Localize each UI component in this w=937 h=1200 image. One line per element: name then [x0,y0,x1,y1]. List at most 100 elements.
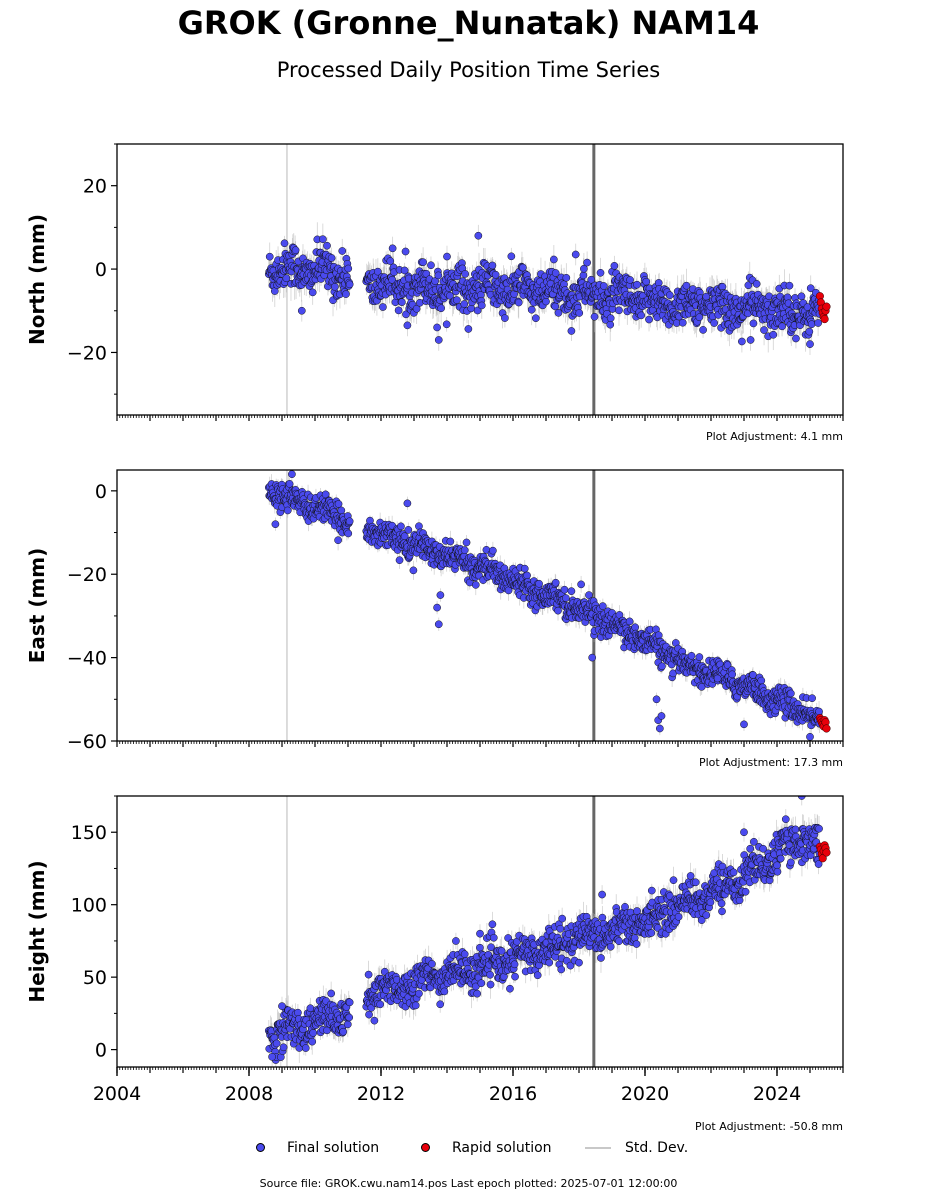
final-solution-point [434,336,443,344]
final-solution-point [460,546,469,554]
final-solution-point [434,620,443,629]
final-solution-point [699,326,707,334]
final-solution-point [551,269,560,277]
final-solution-point [283,506,292,515]
final-solution-point [462,538,471,547]
final-solution-point [477,301,486,310]
final-solution-point [280,239,289,248]
final-solution-point [752,280,761,288]
y-tick-label: −20 [67,342,107,364]
final-solution-point [633,280,641,289]
final-solution-point [473,306,482,315]
final-solution-point [403,499,412,508]
final-solution-point [542,297,550,306]
final-solution-point [464,325,473,333]
final-solution-point [728,670,737,679]
final-solution-point [760,326,768,334]
final-solution-point [806,732,814,741]
final-solution-point [271,520,280,529]
final-solution-point [514,298,523,307]
final-solution-point [778,322,786,331]
final-solution-point [815,707,823,716]
final-solution-point [331,282,339,291]
plot-area [264,144,831,415]
final-solution-point [461,270,469,278]
final-solution-points [264,470,824,741]
final-solution-point [345,280,354,289]
final-solution-point [749,319,758,328]
final-solution-point [807,320,816,329]
final-solution-point [599,282,608,290]
final-solution-point [637,311,646,320]
final-solution-point [814,319,822,327]
final-solution-point [297,306,306,315]
final-solution-point [531,314,540,323]
final-solution-point [744,281,753,290]
final-solution-point [590,312,599,321]
final-solution-point [785,281,794,290]
plot-area [264,470,831,741]
final-solution-point [442,320,451,329]
final-solution-point [285,480,294,488]
final-solution-point [327,254,336,262]
final-solution-point [344,529,353,538]
final-solution-point [288,470,296,479]
final-solution-point [665,291,674,300]
final-solution-point [443,252,451,261]
final-solution-point [678,318,687,327]
final-solution-point [645,315,653,324]
page-title: GROK (Gronne_Nunatak) NAM14 [177,4,760,42]
y-tick-label: 20 [83,176,107,198]
final-solution-point [321,490,330,499]
final-solution-point [395,556,404,565]
final-solution-point [562,594,570,602]
rapid-solution-points [815,714,831,733]
final-solution-point [501,314,509,322]
final-solution-point [658,662,666,671]
final-solution-point [489,546,497,555]
rapid-solution-point [820,315,829,324]
final-solution-point [523,571,531,580]
final-solution-point [427,261,435,270]
final-solution-point [338,247,347,255]
final-solution-point [471,581,480,589]
final-solution-point [436,591,445,599]
final-solution-point [446,291,454,300]
final-solution-point [319,235,327,244]
final-solution-point [598,602,607,610]
y-tick-label: 0 [95,481,107,503]
final-solution-point [400,532,409,541]
final-solution-point [642,277,651,286]
y-axis-label: North (mm) [25,214,49,345]
final-solution-point [409,566,418,575]
final-solution-point [806,284,815,293]
final-solution-point [713,674,722,683]
final-solution-point [452,296,461,304]
y-tick-label: −60 [67,731,107,753]
final-solution-point [695,653,704,661]
final-solution-points [264,231,824,348]
final-solution-point [710,319,719,327]
plot-adjustment: Plot Adjustment: 4.1 mm [706,430,843,443]
final-solution-point [606,320,615,329]
final-solution-point [797,292,806,301]
final-solution-point [342,290,350,298]
final-solution-point [388,275,397,284]
final-solution-point [488,261,497,270]
rapid-solution-point [822,302,831,311]
final-solution-point [519,263,527,272]
final-solution-point [808,694,816,703]
final-solution-point [507,252,516,261]
final-solution-point [394,306,403,315]
final-solution-point [575,309,584,317]
final-solution-point [787,689,795,698]
final-solution-point [412,304,421,313]
rapid-solution-points [815,292,831,324]
final-solution-point [687,651,696,660]
final-solution-point [551,302,560,311]
final-solution-point [579,271,588,280]
final-solution-point [323,241,331,250]
final-solution-point [656,724,664,733]
final-solution-point [657,712,666,720]
final-solution-point [587,275,596,284]
